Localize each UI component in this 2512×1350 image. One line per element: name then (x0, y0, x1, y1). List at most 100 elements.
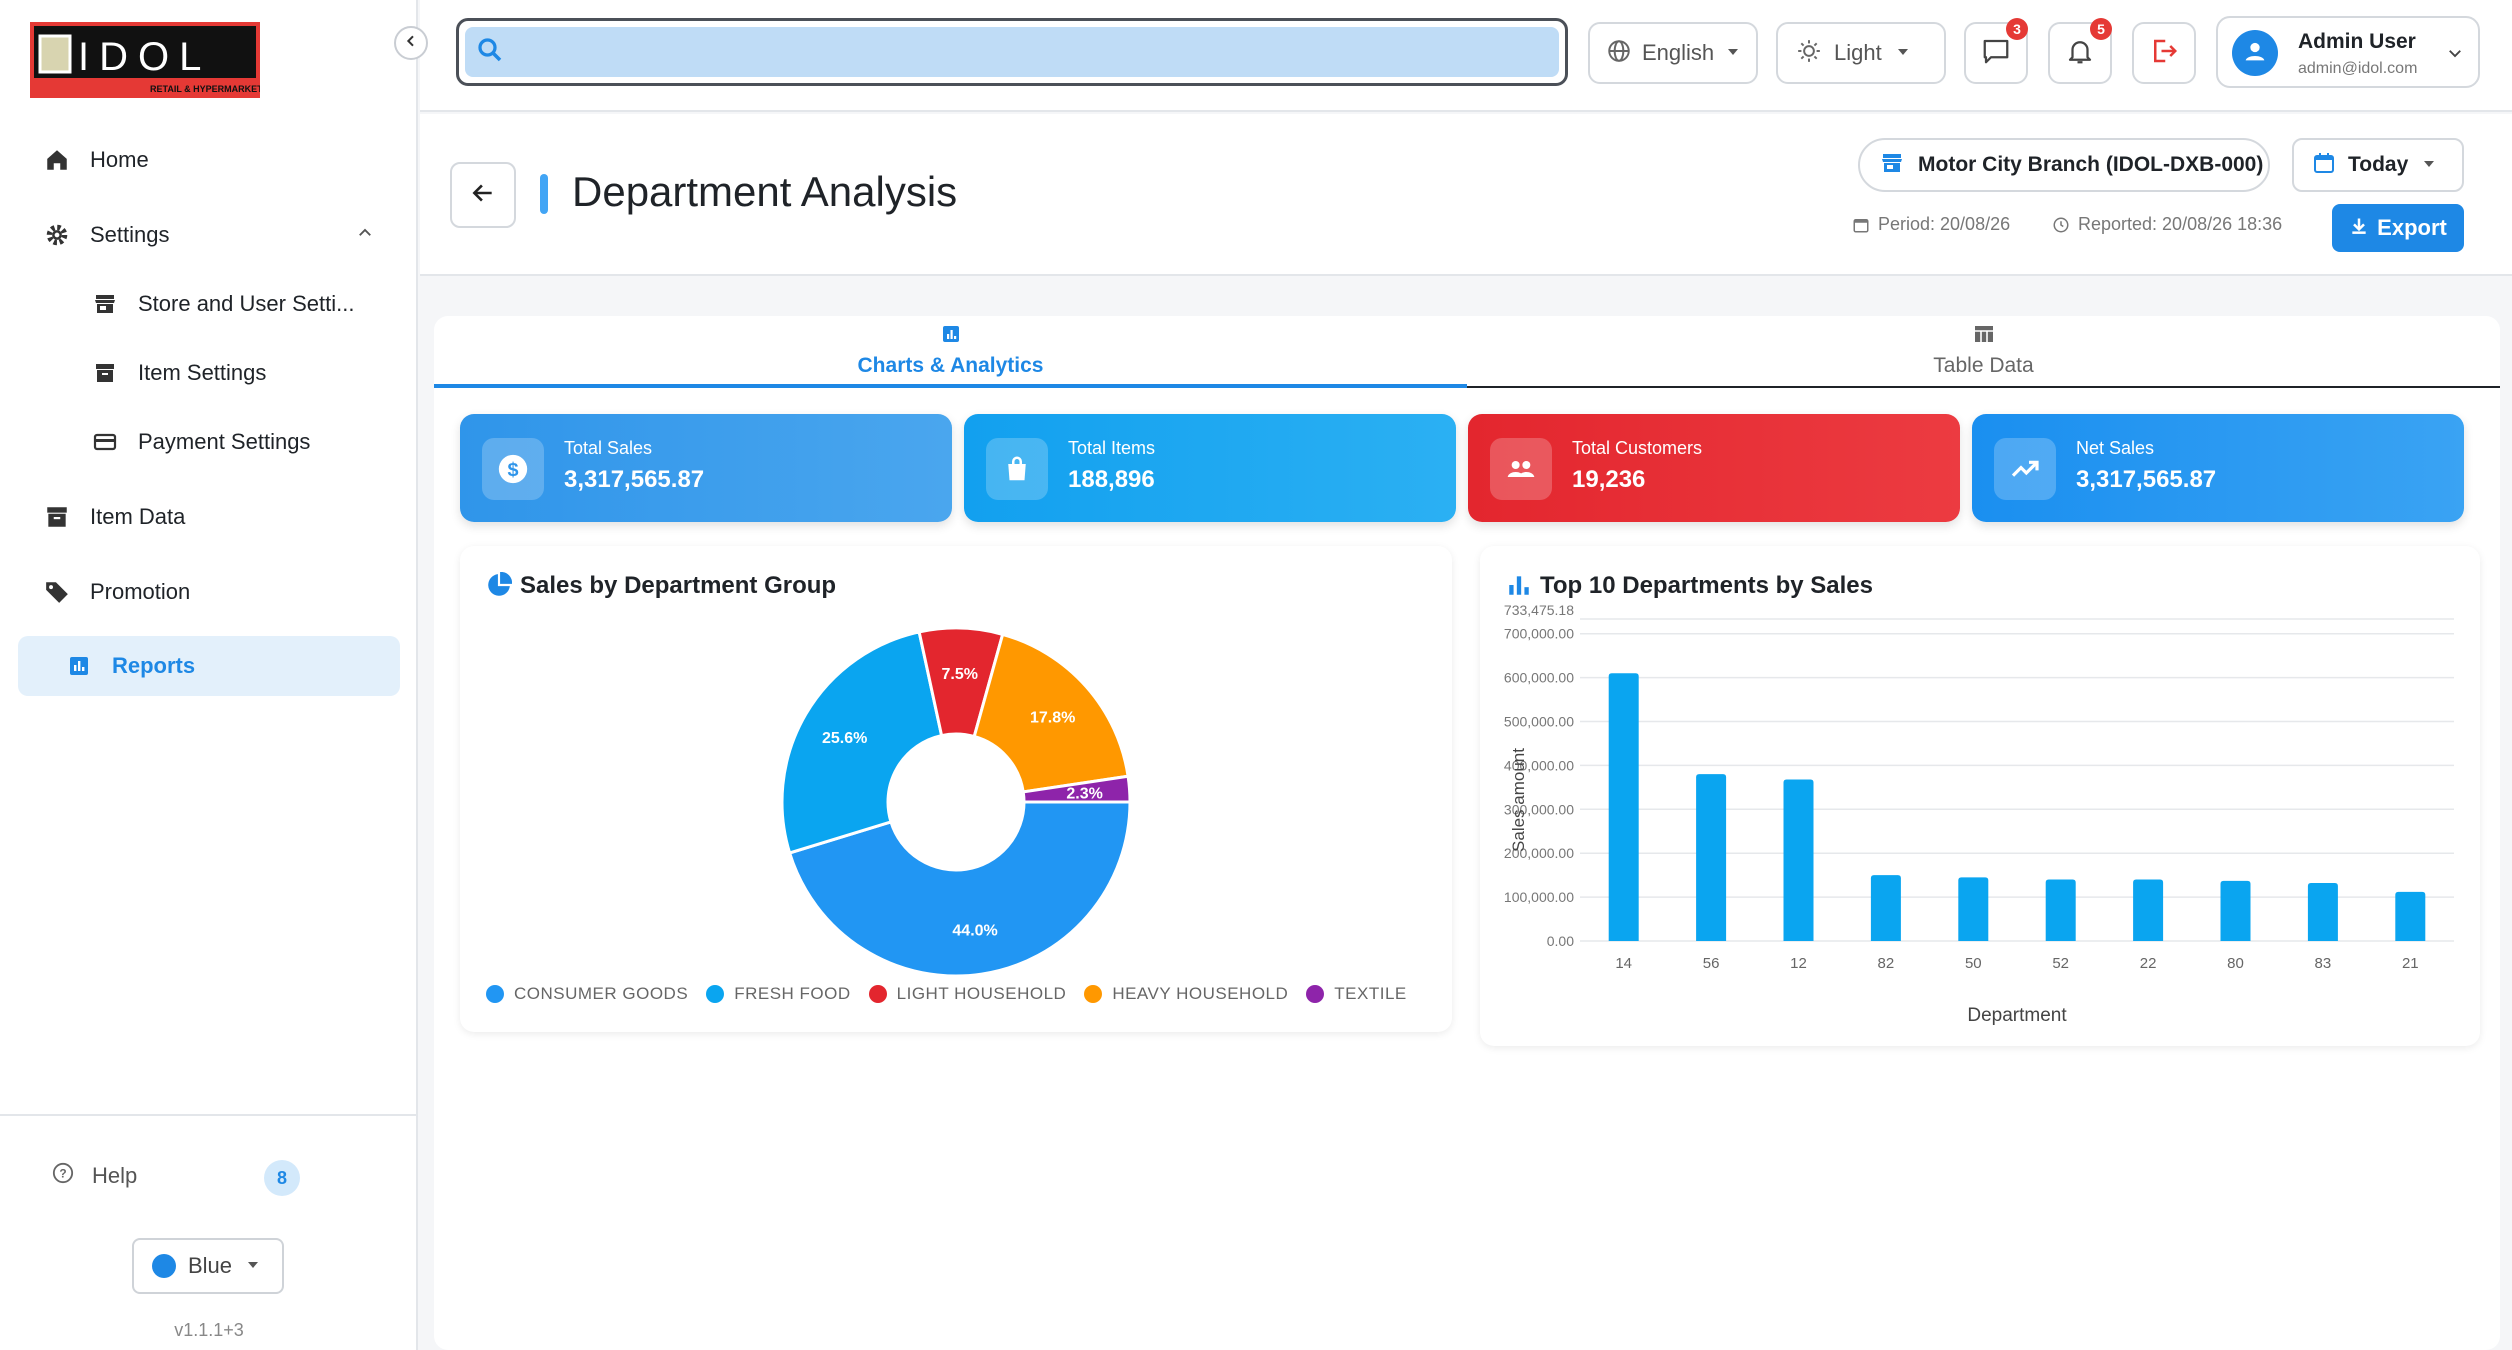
bar[interactable] (2220, 880, 2251, 941)
kpi-value: 3,317,565.87 (564, 466, 705, 493)
sidebar-item-promotion[interactable]: Promotion (18, 562, 400, 622)
period-info: Period: 20/08/26 (1852, 214, 2010, 235)
sidebar-item-item-settings[interactable]: Item Settings (18, 343, 400, 403)
kpi-label: Net Sales (2076, 438, 2155, 458)
calendar-icon (2312, 151, 2336, 180)
pie-chart-title: Sales by Department Group (520, 572, 837, 599)
legend-label: HEAVY HOUSEHOLD (1112, 984, 1289, 1003)
page-header: Department Analysis Motor City Branch (I… (420, 114, 2512, 276)
logout-button[interactable] (2132, 22, 2196, 84)
chevron-up-icon (356, 224, 374, 247)
pie-slice[interactable] (972, 632, 1130, 794)
x-tick-label: 52 (2052, 955, 2069, 972)
svg-text:RETAIL & HYPERMARKET: RETAIL & HYPERMARKET (150, 84, 260, 94)
tab-charts-analytics[interactable]: Charts & Analytics (434, 316, 1467, 388)
chevron-left-icon (403, 33, 419, 54)
bar[interactable] (1958, 877, 1989, 941)
x-tick-label: 56 (1703, 955, 1720, 972)
sun-icon (1796, 38, 1822, 69)
sidebar-item-label: Item Settings (138, 360, 267, 385)
caret-down-icon (2422, 156, 2436, 174)
clock-icon (2053, 217, 2069, 232)
notifications-button[interactable]: 5 (2048, 18, 2112, 84)
sidebar-item-item-data[interactable]: Item Data (18, 487, 400, 547)
notifications-count-badge: 5 (2090, 18, 2112, 40)
collapse-sidebar-button[interactable] (394, 26, 428, 60)
search-box[interactable] (456, 18, 1568, 86)
export-button[interactable]: Export (2332, 204, 2464, 252)
language-select[interactable]: English (1588, 22, 1758, 84)
pie-slice[interactable] (787, 800, 1132, 978)
bar[interactable] (2133, 879, 2164, 941)
bell-icon (2065, 36, 2095, 71)
legend-label: TEXTILE (1334, 984, 1407, 1003)
idol-logo[interactable]: IDOL RETAIL & HYPERMARKET (30, 22, 260, 98)
theme-color-select[interactable]: Blue (132, 1238, 284, 1294)
sidebar-item-home[interactable]: Home (18, 130, 400, 190)
bar[interactable] (1783, 779, 1814, 941)
legend-item[interactable]: TEXTILE (1306, 984, 1406, 1004)
bar[interactable] (2395, 891, 2426, 941)
caret-down-icon (1726, 44, 1740, 62)
bar[interactable] (1608, 673, 1639, 941)
caret-down-icon (246, 1257, 260, 1275)
svg-text:$: $ (507, 459, 518, 481)
archive-icon (90, 358, 120, 388)
x-tick-label: 50 (1965, 955, 1982, 972)
legend-item[interactable]: CONSUMER GOODS (486, 984, 688, 1004)
app-version: v1.1.1+3 (174, 1320, 244, 1340)
reported-text: Reported: 20/08/26 18:36 (2078, 214, 2283, 234)
theme-mode-select[interactable]: Light (1776, 22, 1946, 84)
pie-chart: 44.0% 25.6% 7.5% 17.8% 2.3% (780, 626, 1132, 978)
pie-slice[interactable] (780, 630, 944, 855)
search-input[interactable] (465, 27, 1559, 77)
bar[interactable] (1696, 774, 1727, 941)
legend-item[interactable]: HEAVY HOUSEHOLD (1084, 984, 1288, 1004)
sidebar-item-reports[interactable]: Reports (18, 636, 400, 696)
credit-card-icon (90, 427, 120, 457)
tab-label: Charts & Analytics (857, 354, 1044, 377)
help-label: Help (92, 1162, 138, 1188)
branch-label: Motor City Branch (IDOL-DXB-000) (1918, 153, 2264, 176)
svg-text:?: ? (59, 1167, 66, 1181)
sidebar-item-label: Item Data (90, 504, 186, 529)
sidebar-item-payment-settings[interactable]: Payment Settings (18, 412, 400, 472)
sidebar-item-store-user-settings[interactable]: Store and User Setti... (18, 274, 400, 334)
user-menu[interactable]: Admin User admin@idol.com (2216, 16, 2480, 88)
trending-up-icon (1994, 438, 2056, 500)
date-range-select[interactable]: Today (2292, 138, 2464, 192)
x-tick-label: 21 (2402, 955, 2419, 972)
back-button[interactable] (450, 162, 516, 228)
messages-count-badge: 3 (2006, 18, 2028, 40)
bar[interactable] (1870, 875, 1901, 941)
legend-item[interactable]: FRESH FOOD (706, 984, 850, 1004)
pie-slice[interactable] (1021, 774, 1132, 804)
pie-slice-label: 17.8% (1030, 710, 1075, 727)
y-axis-label: Sales amount (1509, 748, 1528, 852)
home-icon (42, 145, 72, 175)
store-icon (1880, 151, 1904, 180)
help-link[interactable]: ? Help (52, 1162, 137, 1189)
branch-select[interactable]: Motor City Branch (IDOL-DXB-000) (1858, 138, 2270, 192)
bar[interactable] (2045, 879, 2076, 941)
tab-table-data[interactable]: Table Data (1467, 316, 2500, 388)
kpi-card-total-customers: Total Customers 19,236 (1468, 414, 1960, 522)
legend-item[interactable]: LIGHT HOUSEHOLD (868, 984, 1067, 1004)
legend-swatch (486, 985, 504, 1003)
sidebar: IDOL RETAIL & HYPERMARKET Home Settings … (0, 0, 418, 1350)
sidebar-item-label: Store and User Setti... (138, 291, 355, 316)
shopping-bag-icon (986, 438, 1048, 500)
kpi-card-total-items: Total Items 188,896 (964, 414, 1456, 522)
pie-slice-label: 7.5% (942, 666, 978, 683)
user-icon (2241, 37, 2269, 70)
user-name: Admin User (2298, 30, 2416, 53)
page-title: Department Analysis (572, 168, 958, 215)
y-tick-label: 400,000.00 (1504, 757, 1574, 773)
kpi-label: Total Sales (564, 438, 653, 458)
sidebar-item-settings[interactable]: Settings (18, 205, 400, 265)
kpi-value: 19,236 (1572, 466, 1646, 493)
bar[interactable] (2307, 883, 2338, 941)
x-tick-label: 22 (2140, 955, 2157, 972)
sidebar-item-label: Home (90, 147, 149, 172)
messages-button[interactable]: 3 (1964, 18, 2028, 84)
